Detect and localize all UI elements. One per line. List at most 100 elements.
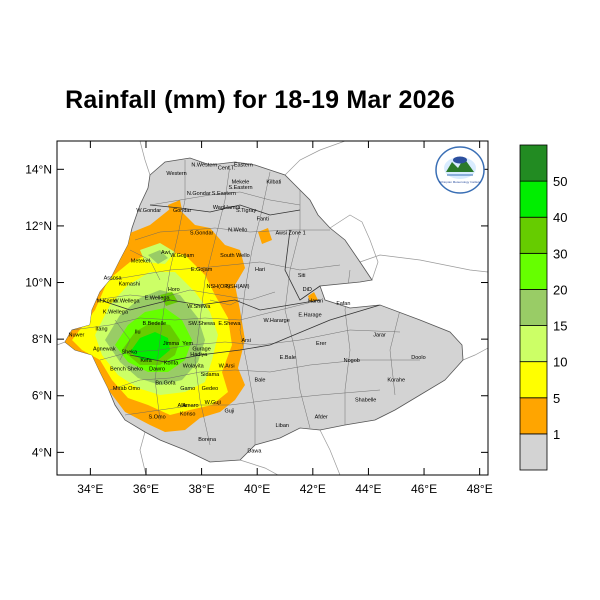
colorbar-swatch xyxy=(519,397,548,435)
zone-label: E.Shewa xyxy=(218,321,241,327)
zone-label: W.Arsi xyxy=(219,363,235,369)
zone-label: Dawa xyxy=(247,448,262,454)
zone-label: Mirab Omo xyxy=(113,386,140,392)
colorbar-swatch xyxy=(519,325,548,363)
x-tick-label: 44°E xyxy=(355,482,381,496)
zone-label: W.Gondar xyxy=(136,208,161,214)
zone-label: W.Hararge xyxy=(264,318,290,324)
zone-label: E.Bale xyxy=(280,355,296,361)
colorbar-label: 5 xyxy=(553,391,560,406)
zone-label: Wolayita xyxy=(183,363,205,369)
zone-label: S.Omo xyxy=(149,414,166,420)
colorbar-label: 10 xyxy=(553,355,567,370)
zone-label: Doolo xyxy=(411,355,425,361)
region-boundaries xyxy=(99,204,381,363)
zone-label: W.Guji xyxy=(205,400,221,406)
zone-labels: N.Western Cent.T.EasternWesternMekeleS.Ea… xyxy=(69,162,426,454)
zone-label: E.Harage xyxy=(298,312,321,318)
colorbar-swatch xyxy=(519,433,548,471)
zone-label: Sheka xyxy=(121,349,138,355)
colorbar-label: 50 xyxy=(553,174,567,189)
colorbar-swatch xyxy=(519,216,548,254)
zone-label: SW.Shewa xyxy=(188,321,216,327)
colorbar-swatch xyxy=(519,144,548,182)
zone-label: W.Wellega xyxy=(113,298,140,304)
rain-patch-north xyxy=(148,250,168,264)
zone-label: Arsi xyxy=(241,338,250,344)
zone-label: N.Western xyxy=(191,162,217,168)
zone-label: N.Wello xyxy=(228,228,247,234)
zone-label: Jarar xyxy=(373,332,386,338)
zone-label: S.Tigray xyxy=(236,208,257,214)
zone-label: Shabelle xyxy=(355,397,376,403)
rain-patch-harar xyxy=(308,292,318,302)
zone-label: Horo xyxy=(168,287,180,293)
zone-label: Metekel xyxy=(131,259,150,265)
zone-label: Ilu xyxy=(135,329,141,335)
zone-label: Konta xyxy=(164,361,179,367)
y-tick-label: 14°N xyxy=(25,162,52,176)
colorbar-label: 1 xyxy=(553,427,560,442)
zone-label: Bn.Gofa xyxy=(155,380,176,386)
zone-label: Dawro xyxy=(149,366,165,372)
zone-label: Kamashi xyxy=(119,281,140,287)
x-tick-label: 36°E xyxy=(133,482,159,496)
x-tick-label: 48°E xyxy=(467,482,493,496)
zone-label: Amaro xyxy=(182,403,198,409)
zone-label: Awsi Zone 1 xyxy=(275,230,305,236)
colorbar-swatch xyxy=(519,252,548,290)
rain-patch-afar xyxy=(258,228,272,244)
y-tick-label: 6°N xyxy=(32,389,52,403)
zone-label: Western xyxy=(166,171,186,177)
zone-label: W.Gojjam xyxy=(170,253,194,259)
zone-label: Bale xyxy=(254,378,265,384)
y-tick-label: 10°N xyxy=(25,276,52,290)
neighbor-borders xyxy=(57,141,488,475)
colorbar-swatch xyxy=(519,361,548,399)
zone-label: WagHamra xyxy=(213,205,242,211)
zone-label: S.Eastern xyxy=(212,191,236,197)
zone-label: Siti xyxy=(298,273,306,279)
zone-label: Guji xyxy=(225,409,235,415)
zone-label: Alle xyxy=(178,403,187,409)
zone-label: Sidama xyxy=(201,372,221,378)
zone-label: Gondar xyxy=(173,208,192,214)
colorbar-label: 40 xyxy=(553,210,567,225)
colorbar-label: 15 xyxy=(553,319,567,334)
colorbar-label: 30 xyxy=(553,246,567,261)
zone-label: Kilbati xyxy=(266,179,281,185)
zone-label: Fanti xyxy=(257,216,269,222)
zone-label: Afder xyxy=(315,414,328,420)
zone-label: Itang xyxy=(95,327,107,333)
zone-label: Yem xyxy=(182,341,193,347)
zone-label: South Wello xyxy=(220,253,250,259)
zone-label: Bench Sheko xyxy=(110,366,143,372)
zone-label: Awi xyxy=(161,250,170,256)
zone-label: E.Wellega xyxy=(145,296,171,302)
x-tick-label: 38°E xyxy=(189,482,215,496)
zone-label: Mekele xyxy=(232,179,250,185)
x-tick-label: 34°E xyxy=(77,482,103,496)
zone-label: Hari xyxy=(255,267,265,273)
zone-label: NSH(AM) xyxy=(226,284,250,290)
zone-label: Harari xyxy=(308,298,323,304)
zone-label: NSH(OR) xyxy=(207,284,231,290)
colorbar-swatch xyxy=(519,180,548,218)
zone-label: Korahe xyxy=(387,378,405,384)
zone-label: M.Komo xyxy=(97,298,117,304)
zone-label: Borena xyxy=(198,437,217,443)
map-title: Rainfall (mm) for 18-19 Mar 2026 xyxy=(65,86,455,114)
y-tick-label: 8°N xyxy=(32,332,52,346)
zone-label: Nuwer xyxy=(69,332,85,338)
zone-label: Agnewak xyxy=(93,346,116,352)
x-tick-label: 40°E xyxy=(244,482,270,496)
zone-label: Cent.T. xyxy=(218,165,236,171)
x-axis: 34°E 36°E 38°E 40°E 42°E 44°E 46°E 48°E xyxy=(77,141,493,496)
zone-label: Gamo xyxy=(180,386,195,392)
zone-label: W.Shewa xyxy=(187,304,211,310)
zone-label: DiD xyxy=(303,287,312,293)
y-tick-label: 4°N xyxy=(32,445,52,459)
zone-label: K.Wellega xyxy=(103,310,129,316)
zone-label: B.Bedelle xyxy=(143,321,167,327)
